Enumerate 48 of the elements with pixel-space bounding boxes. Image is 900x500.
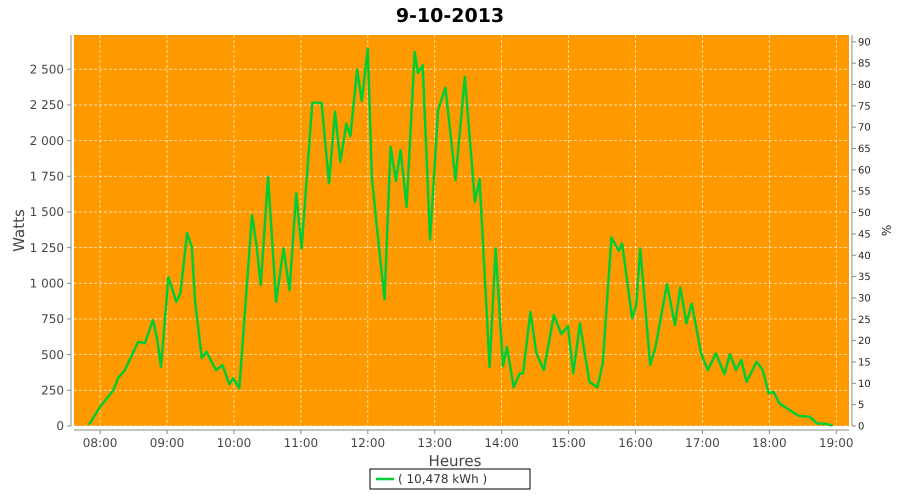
x-tick-label: 08:00 bbox=[82, 436, 118, 450]
x-axis-title: Heures bbox=[428, 452, 482, 470]
y2-tick-label: 10 bbox=[858, 378, 871, 390]
y-tick-label: 2 250 bbox=[30, 98, 64, 112]
y2-axis-title: % bbox=[879, 224, 893, 236]
y2-tick-label: 40 bbox=[858, 250, 871, 262]
x-tick-label: 19:00 bbox=[818, 436, 854, 450]
y2-tick-label: 15 bbox=[858, 357, 871, 368]
x-tick-label: 11:00 bbox=[284, 436, 318, 450]
y2-tick-label: 65 bbox=[858, 144, 871, 156]
y-tick-label: 1 750 bbox=[30, 169, 64, 184]
y2-tick-label: 25 bbox=[858, 314, 871, 326]
x-tick-label: 17:00 bbox=[685, 436, 720, 450]
y-tick-label: 750 bbox=[41, 312, 64, 326]
x-tick-label: 10:00 bbox=[216, 436, 252, 450]
y2-tick-label: 45 bbox=[858, 229, 871, 240]
x-tick-label: 12:00 bbox=[350, 436, 386, 450]
y-tick-label: 2 500 bbox=[30, 62, 64, 76]
y-tick-label: 2 000 bbox=[30, 134, 64, 148]
y-tick-label: 1 500 bbox=[30, 205, 64, 220]
y2-tick-label: 75 bbox=[858, 101, 871, 112]
y2-tick-label: 20 bbox=[858, 336, 871, 348]
x-tick-label: 18:00 bbox=[752, 436, 787, 450]
y2-tick-label: 50 bbox=[858, 208, 871, 220]
y2-tick-label: 5 bbox=[858, 400, 864, 412]
x-tick-label: 09:00 bbox=[150, 436, 184, 450]
y-tick-label: 250 bbox=[41, 384, 64, 398]
x-tick-label: 13:00 bbox=[417, 436, 452, 450]
y2-tick-label: 35 bbox=[858, 272, 871, 284]
y-tick-label: 0 bbox=[56, 419, 64, 434]
y2-tick-label: 85 bbox=[858, 58, 871, 70]
y2-tick-label: 60 bbox=[858, 165, 871, 176]
y-tick-label: 500 bbox=[41, 348, 64, 362]
y2-tick-label: 90 bbox=[858, 37, 871, 48]
chart-title: 9-10-2013 bbox=[396, 5, 504, 27]
x-tick-label: 16:00 bbox=[618, 436, 653, 450]
y-axis-title: Watts bbox=[10, 209, 28, 252]
legend-label: ( 10,478 kWh ) bbox=[398, 472, 488, 486]
y2-tick-label: 30 bbox=[858, 293, 871, 304]
y2-tick-label: 80 bbox=[858, 80, 871, 92]
y2-tick-label: 55 bbox=[858, 186, 871, 198]
y-tick-label: 1 250 bbox=[30, 240, 64, 255]
y2-tick-label: 70 bbox=[858, 122, 871, 134]
y2-tick-label: 0 bbox=[858, 422, 864, 432]
y-tick-label: 1 000 bbox=[30, 276, 64, 290]
x-tick-label: 14:00 bbox=[484, 436, 519, 450]
line-series bbox=[88, 47, 833, 427]
x-tick-label: 15:00 bbox=[551, 436, 586, 450]
